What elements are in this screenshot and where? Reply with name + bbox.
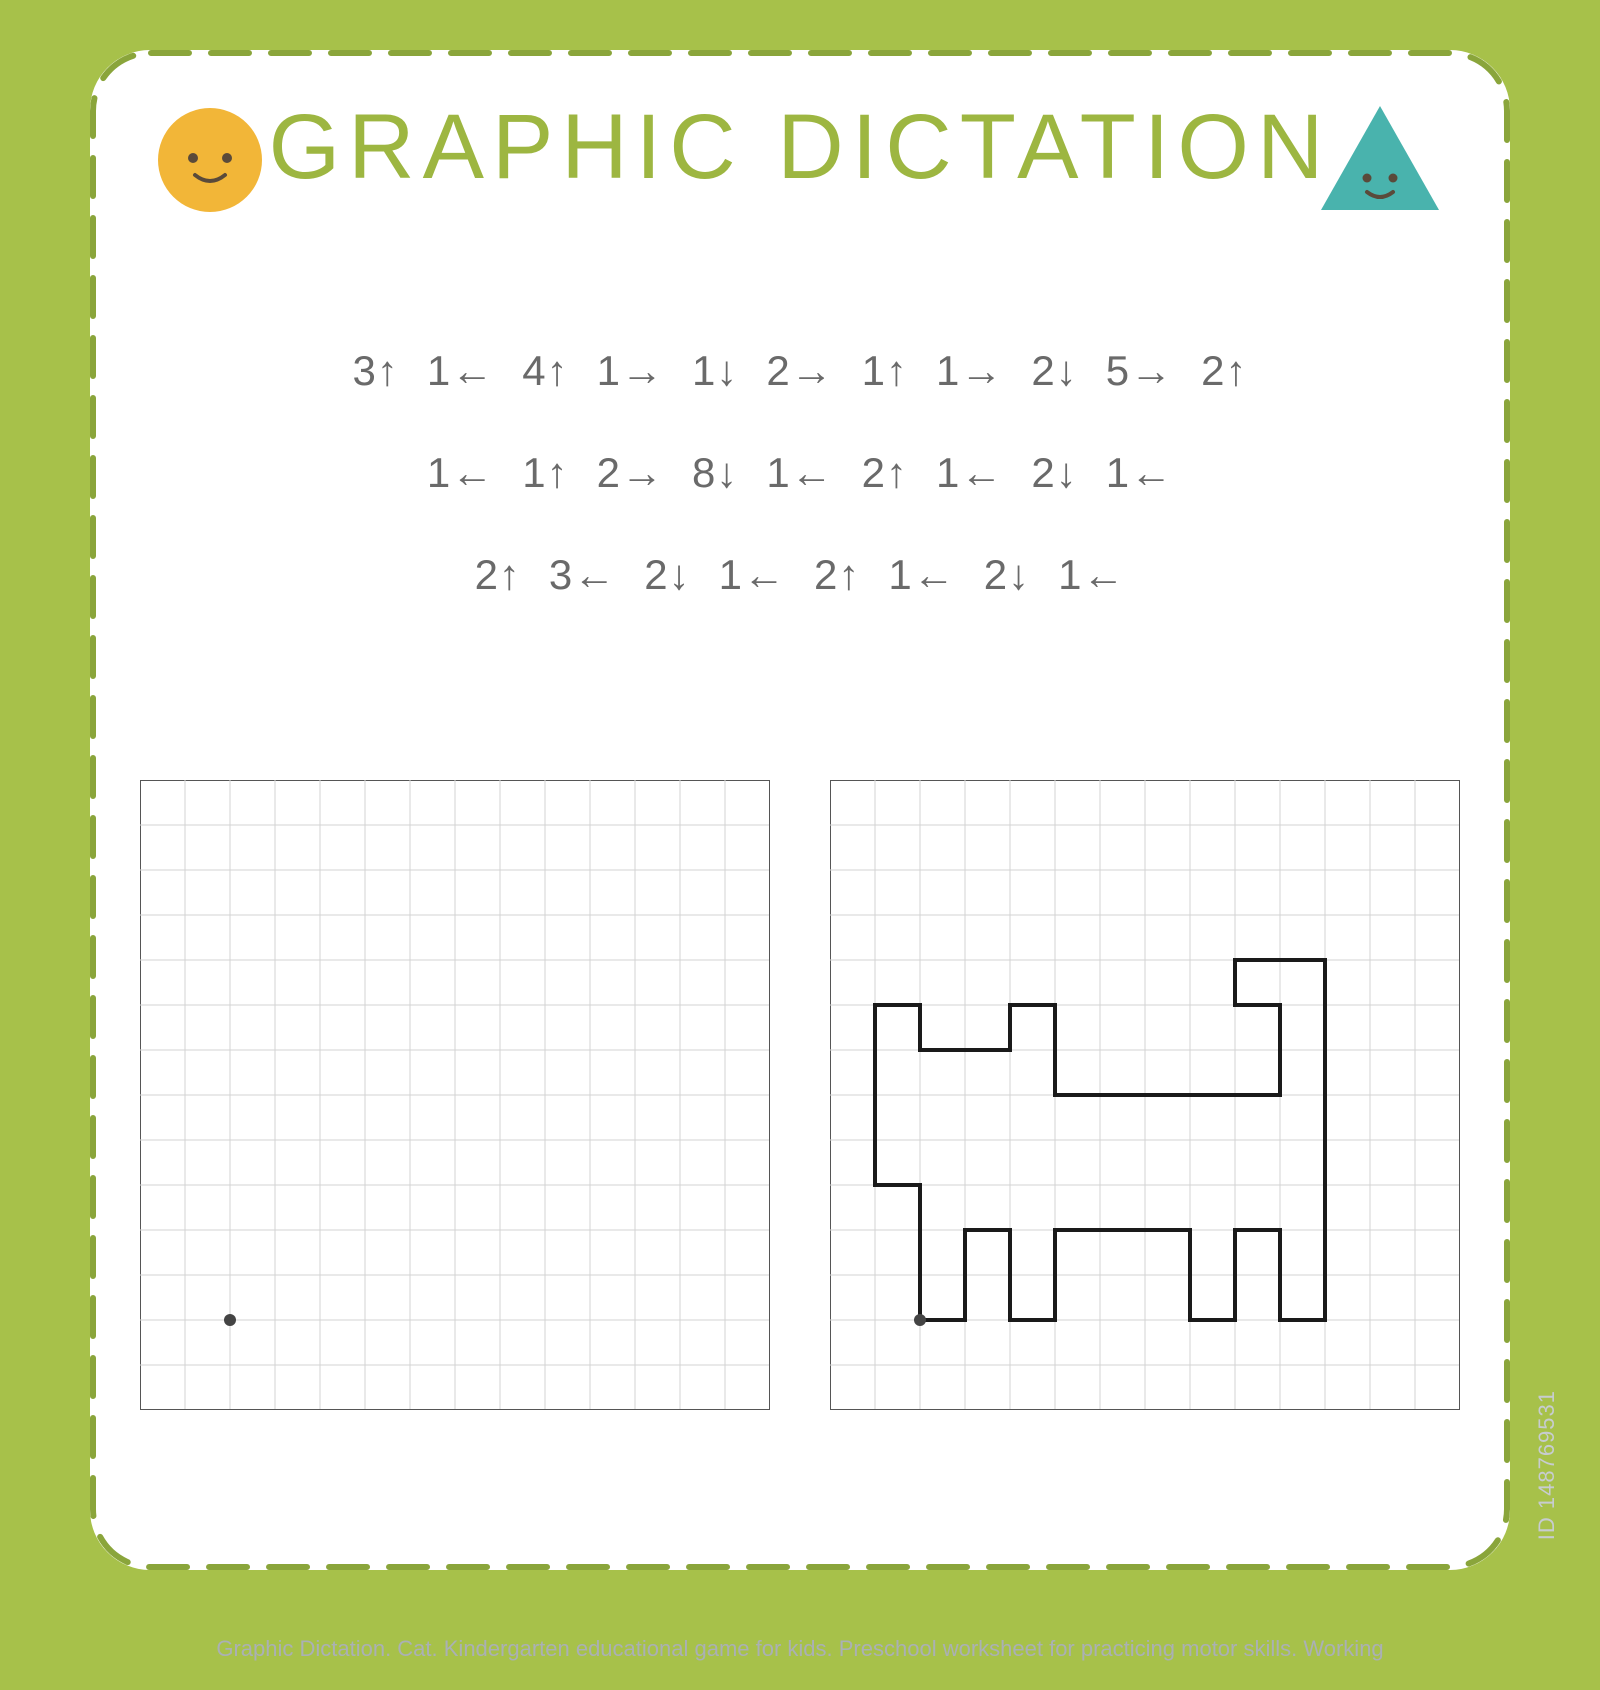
grid-container	[140, 780, 1460, 1410]
instruction-step: 1←	[1106, 452, 1173, 494]
instruction-step: 1←	[936, 452, 1003, 494]
instruction-step: 1←	[766, 452, 833, 494]
instruction-step: 8↓	[692, 452, 738, 494]
instruction-step: 1←	[888, 554, 955, 596]
watermark-id: ID 148769531	[1534, 1390, 1560, 1540]
instruction-row: 3↑ 1← 4↑ 1→ 1↓ 2→ 1↑ 1→ 2↓ 5→ 2↑	[0, 350, 1600, 392]
instruction-step: 3↑	[353, 350, 399, 392]
instruction-step: 1←	[427, 452, 494, 494]
instruction-step: 1←	[719, 554, 786, 596]
instruction-step: 1→	[597, 350, 664, 392]
instruction-row: 1← 1↑ 2→ 8↓ 1← 2↑ 1← 2↓ 1←	[0, 452, 1600, 494]
instruction-step: 2↑	[475, 554, 521, 596]
instruction-step: 1↑	[862, 350, 908, 392]
instruction-step: 1←	[1058, 554, 1125, 596]
instruction-step: 2↑	[814, 554, 860, 596]
instruction-step: 1→	[936, 350, 1003, 392]
instruction-step: 4↑	[522, 350, 568, 392]
instruction-step: 2↓	[1031, 452, 1077, 494]
solution-grid	[830, 780, 1460, 1410]
instruction-step: 2→	[597, 452, 664, 494]
instruction-step: 1↓	[692, 350, 738, 392]
instruction-step: 1↑	[522, 452, 568, 494]
instruction-step: 1←	[427, 350, 494, 392]
instruction-step: 2→	[766, 350, 833, 392]
instruction-step: 2↓	[644, 554, 690, 596]
page-title: GRAPHIC DICTATION	[269, 96, 1332, 198]
instruction-list: 3↑1←4↑1→1↓2→1↑1→2↓5→2↑1←1↑2→8↓1←2↑1←2↓1←…	[0, 350, 1600, 656]
instruction-row: 2↑ 3← 2↓ 1← 2↑ 1← 2↓ 1←	[0, 554, 1600, 596]
instruction-step: 2↓	[984, 554, 1030, 596]
instruction-step: 2↑	[1201, 350, 1247, 392]
page: GRAPHIC DICTATION 3↑ 1← 4↑ 1→ 1↓ 2→ 1↑ 1→ 2↓ 5→ 2↑…	[0, 0, 1600, 1690]
instruction-step: 2↓	[1031, 350, 1077, 392]
practice-grid	[140, 780, 770, 1410]
instruction-step: 3←	[549, 554, 616, 596]
instruction-step: 2↑	[862, 452, 908, 494]
header: GRAPHIC DICTATION	[0, 95, 1600, 200]
footer-caption: Graphic Dictation. Cat. Kindergarten edu…	[0, 1636, 1600, 1662]
instruction-step: 5→	[1106, 350, 1173, 392]
